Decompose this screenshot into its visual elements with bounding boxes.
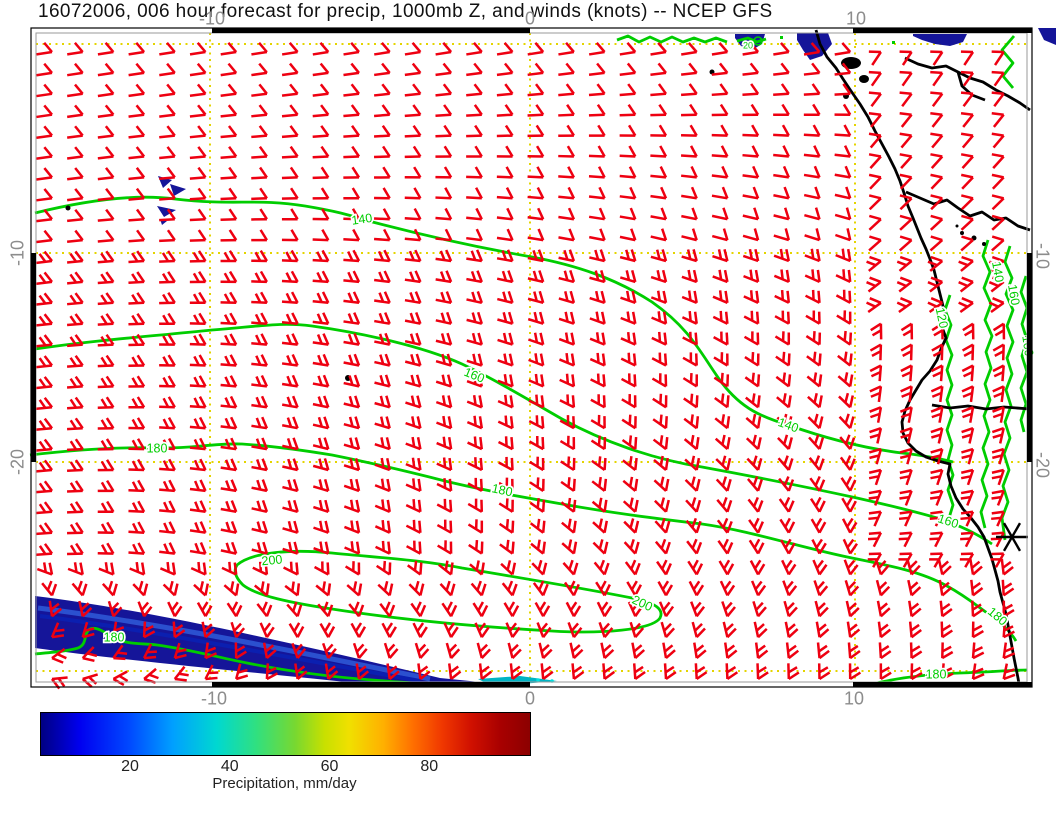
svg-text:140: 140 (776, 415, 800, 435)
x-axis-top-tick-label: 10 (845, 8, 867, 29)
svg-text:20: 20 (743, 40, 753, 50)
svg-text:160: 160 (462, 365, 487, 386)
precipitation-colorbar (40, 712, 531, 756)
svg-text:200: 200 (261, 552, 283, 568)
x-axis-top-tick-label: 0 (524, 8, 536, 29)
x-axis-bottom-tick-label: 0 (524, 688, 536, 709)
x-axis-bottom-tick-label: 10 (843, 688, 865, 709)
colorbar-tick-label: 40 (220, 758, 239, 775)
svg-text:160: 160 (936, 511, 960, 531)
y-axis-right-tick-label: -20 (1032, 451, 1053, 479)
map-frame (30, 27, 1033, 688)
page-title: 16072006, 006 hour forecast for precip, … (38, 1, 773, 22)
colorbar-tick-label: 20 (121, 758, 139, 775)
x-axis-bottom-tick-label: -10 (200, 688, 228, 709)
colorbar-tick-label: 60 (320, 758, 339, 775)
y-axis-left-tick-label: -10 (7, 239, 28, 267)
x-axis-top-tick-label: -10 (198, 8, 226, 29)
svg-text:140: 140 (351, 211, 374, 228)
svg-text:140: 140 (989, 260, 1006, 283)
y-axis-right-tick-label: -10 (1032, 242, 1053, 270)
svg-text:180: 180 (104, 630, 125, 644)
colorbar-caption: Precipitation, mm/day (212, 775, 357, 792)
svg-text:180: 180 (926, 667, 947, 681)
svg-text:120: 120 (933, 306, 951, 329)
svg-text:160: 160 (1005, 283, 1022, 306)
forecast-map: 1401401601601801801802002001801802012014… (29, 27, 1056, 690)
station-asterisk-marker (996, 522, 1028, 552)
svg-text:180: 180 (490, 481, 513, 499)
wind-barbs (36, 42, 1016, 690)
colorbar-tick-label: 80 (420, 758, 439, 775)
y-axis-left-tick-label: -20 (7, 448, 28, 476)
svg-text:180: 180 (147, 441, 168, 455)
